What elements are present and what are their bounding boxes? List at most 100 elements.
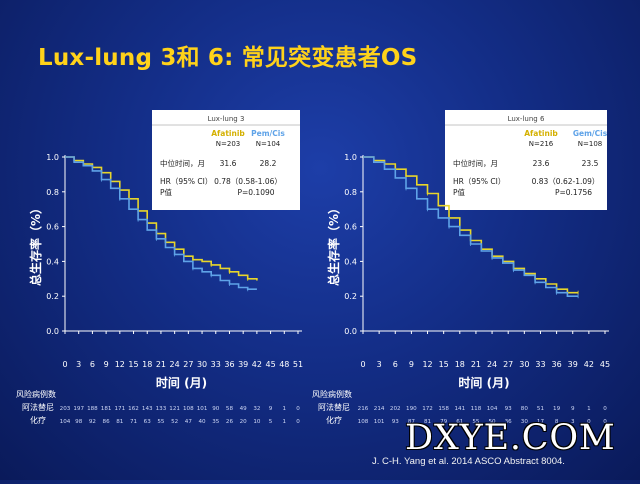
risk-row-label: 阿法替尼	[22, 402, 54, 412]
hr-value: 0.78（0.58-1.06）	[214, 177, 282, 186]
y-tick-label: 0.6	[344, 223, 357, 232]
y-tick-label: 0.8	[46, 188, 59, 197]
risk-value: 162	[128, 406, 139, 412]
p-value: P=0.1756	[555, 188, 592, 197]
x-tick-label: 3	[377, 360, 382, 369]
arm1-n: N=203	[216, 140, 240, 148]
risk-value: 35	[212, 419, 220, 425]
risk-value: 81	[116, 419, 124, 425]
hr-label: HR（95% CI）	[160, 177, 212, 186]
x-tick-label: 27	[503, 360, 513, 369]
arm2-n: N=108	[578, 140, 602, 148]
risk-value: 216	[358, 406, 369, 412]
risk-value: 101	[374, 419, 385, 425]
y-tick-label: 0.0	[344, 327, 357, 336]
stats-panel	[152, 110, 300, 210]
x-tick-label: 39	[238, 360, 248, 369]
risk-table-header: 风险病例数	[16, 389, 56, 399]
risk-value: 55	[157, 419, 165, 425]
risk-value: 133	[156, 406, 167, 412]
x-tick-label: 12	[422, 360, 432, 369]
risk-value: 30	[521, 419, 529, 425]
x-tick-label: 33	[211, 360, 221, 369]
risk-value: 71	[130, 419, 138, 425]
x-tick-label: 0	[360, 360, 365, 369]
median-arm1: 31.6	[220, 159, 237, 168]
x-tick-label: 30	[519, 360, 529, 369]
risk-value: 108	[183, 406, 194, 412]
arm2-n: N=104	[256, 140, 281, 148]
arm2-name: Pem/Cis	[251, 129, 285, 138]
risk-value: 181	[101, 406, 112, 412]
median-arm2: 28.2	[260, 159, 277, 168]
risk-value: 98	[75, 419, 83, 425]
watermark: DXYE.COM	[405, 418, 616, 458]
hr-label: HR（95% CI）	[453, 177, 505, 186]
x-tick-label: 45	[600, 360, 610, 369]
risk-value: 188	[87, 406, 98, 412]
x-tick-label: 15	[128, 360, 138, 369]
x-tick-label: 9	[104, 360, 109, 369]
stats-panel	[445, 110, 607, 210]
risk-row-label: 化疗	[30, 415, 46, 425]
risk-value: 171	[114, 406, 125, 412]
risk-value: 141	[454, 406, 465, 412]
risk-value: 158	[438, 406, 449, 412]
risk-value: 197	[73, 406, 84, 412]
risk-value: 104	[60, 419, 71, 425]
risk-value: 90	[212, 406, 220, 412]
risk-value: 203	[60, 406, 71, 412]
risk-row-label: 化疗	[326, 415, 342, 425]
x-tick-label: 21	[471, 360, 481, 369]
risk-value: 121	[169, 406, 180, 412]
risk-value: 108	[358, 419, 369, 425]
p-label: P值	[453, 187, 466, 197]
chart-title: Lux-lung 6	[508, 115, 545, 123]
x-tick-label: 36	[224, 360, 234, 369]
risk-value: 20	[240, 419, 248, 425]
x-tick-label: 33	[535, 360, 545, 369]
risk-value: 143	[142, 406, 153, 412]
risk-value: 36	[505, 419, 513, 425]
risk-value: 8	[555, 419, 559, 425]
y-tick-label: 0.4	[344, 257, 357, 266]
risk-value: 214	[374, 406, 385, 412]
risk-value: 9	[571, 406, 575, 412]
slide-title: Lux-lung 3和 6: 常见突变患者OS	[38, 45, 418, 71]
risk-value: 63	[144, 419, 152, 425]
x-tick-label: 15	[439, 360, 449, 369]
risk-value: 101	[197, 406, 208, 412]
x-tick-label: 3	[76, 360, 81, 369]
risk-value: 0	[587, 419, 591, 425]
y-tick-label: 0.4	[46, 257, 59, 266]
x-tick-label: 36	[552, 360, 562, 369]
risk-value: 93	[505, 406, 513, 412]
risk-value: 19	[553, 406, 561, 412]
risk-value: 202	[390, 406, 401, 412]
risk-value: 47	[185, 419, 193, 425]
x-tick-label: 27	[183, 360, 193, 369]
series-line-chemo	[363, 156, 579, 297]
hr-value: 0.83（0.62-1.09）	[532, 177, 600, 186]
risk-value: 104	[487, 406, 498, 412]
risk-value: 1	[283, 419, 287, 425]
y-tick-label: 0.0	[46, 327, 59, 336]
risk-value: 118	[471, 406, 482, 412]
risk-value: 1	[283, 406, 287, 412]
x-tick-label: 30	[197, 360, 207, 369]
risk-value: 5	[269, 419, 273, 425]
citation-footer: J. C-H. Yang et al. 2014 ASCO Abstract 8…	[372, 456, 565, 467]
risk-value: 50	[489, 419, 497, 425]
y-tick-label: 0.2	[46, 292, 59, 301]
x-tick-label: 24	[487, 360, 497, 369]
x-tick-label: 0	[62, 360, 67, 369]
risk-value: 61	[456, 419, 464, 425]
risk-value: 190	[406, 406, 417, 412]
arm2-name: Gem/Cis	[573, 129, 608, 138]
risk-value: 80	[521, 406, 529, 412]
risk-value: 55	[472, 419, 480, 425]
x-tick-label: 42	[252, 360, 262, 369]
risk-row-label: 阿法替尼	[318, 402, 350, 412]
